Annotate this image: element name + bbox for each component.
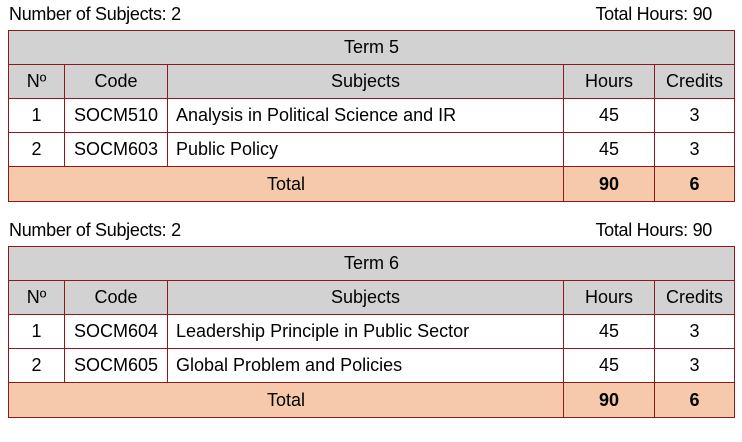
total-hours-value: 90 [563, 382, 655, 418]
row-code: SOCM510 [64, 98, 168, 133]
term-title-row: Term 5 [8, 30, 735, 65]
row-credits: 3 [654, 348, 735, 383]
term-title-row: Term 6 [8, 246, 735, 281]
header-row: Nº Code Subjects Hours Credits [8, 64, 735, 99]
total-label: Total [8, 382, 564, 418]
row-hours: 45 [563, 348, 655, 383]
term-title: Term 5 [8, 30, 735, 65]
header-credits: Credits [654, 280, 735, 315]
term-block-6: Number of Subjects: 2 Total Hours: 90 Te… [0, 217, 742, 418]
term-summary: Number of Subjects: 2 Total Hours: 90 [0, 1, 742, 27]
total-credits-value: 6 [654, 166, 735, 202]
number-of-subjects: Number of Subjects: 2 [9, 220, 181, 240]
term-table: Term 5 Nº Code Subjects Hours Credits 1 … [8, 30, 735, 202]
table-row: 2 SOCM603 Public Policy 45 3 [8, 132, 735, 167]
row-subject: Leadership Principle in Public Sector [167, 314, 564, 349]
total-hours: Total Hours: 90 [595, 220, 712, 240]
header-hours: Hours [563, 64, 655, 99]
row-credits: 3 [654, 132, 735, 167]
row-subject: Public Policy [167, 132, 564, 167]
row-code: SOCM605 [64, 348, 168, 383]
term-block-5: Number of Subjects: 2 Total Hours: 90 Te… [0, 1, 742, 202]
header-subjects: Subjects [167, 280, 564, 315]
header-no: Nº [8, 64, 65, 99]
row-hours: 45 [563, 314, 655, 349]
total-credits-value: 6 [654, 382, 735, 418]
header-row: Nº Code Subjects Hours Credits [8, 280, 735, 315]
row-no: 1 [8, 98, 65, 133]
header-subjects: Subjects [167, 64, 564, 99]
row-subject: Global Problem and Policies [167, 348, 564, 383]
term-title: Term 6 [8, 246, 735, 281]
term-table: Term 6 Nº Code Subjects Hours Credits 1 … [8, 246, 735, 418]
row-no: 2 [8, 132, 65, 167]
header-no: Nº [8, 280, 65, 315]
header-hours: Hours [563, 280, 655, 315]
row-hours: 45 [563, 98, 655, 133]
number-of-subjects: Number of Subjects: 2 [9, 4, 181, 24]
row-no: 1 [8, 314, 65, 349]
row-no: 2 [8, 348, 65, 383]
row-code: SOCM604 [64, 314, 168, 349]
total-label: Total [8, 166, 564, 202]
total-hours: Total Hours: 90 [595, 4, 712, 24]
total-row: Total 90 6 [8, 166, 735, 202]
table-row: 1 SOCM604 Leadership Principle in Public… [8, 314, 735, 349]
term-summary: Number of Subjects: 2 Total Hours: 90 [0, 217, 742, 243]
table-row: 1 SOCM510 Analysis in Political Science … [8, 98, 735, 133]
total-row: Total 90 6 [8, 382, 735, 418]
row-credits: 3 [654, 314, 735, 349]
row-subject: Analysis in Political Science and IR [167, 98, 564, 133]
row-credits: 3 [654, 98, 735, 133]
total-hours-value: 90 [563, 166, 655, 202]
row-hours: 45 [563, 132, 655, 167]
table-row: 2 SOCM605 Global Problem and Policies 45… [8, 348, 735, 383]
header-credits: Credits [654, 64, 735, 99]
header-code: Code [64, 64, 168, 99]
row-code: SOCM603 [64, 132, 168, 167]
header-code: Code [64, 280, 168, 315]
